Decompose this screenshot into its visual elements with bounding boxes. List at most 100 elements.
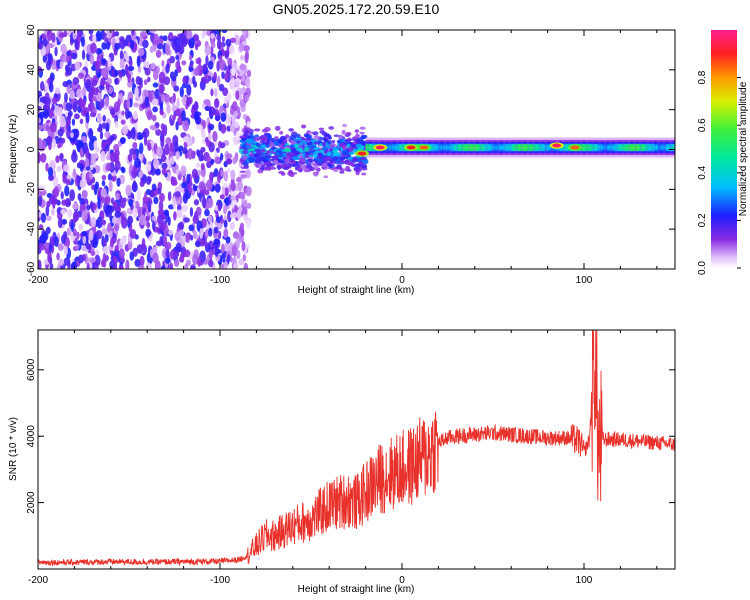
- heatmap-cell: [241, 144, 248, 150]
- heatmap-cell: [208, 259, 214, 268]
- heatmap-cell: [220, 123, 227, 134]
- heatmap-cell: [80, 36, 85, 47]
- heatmap-cell: [653, 145, 656, 150]
- bottom-y-axis-label: SNR (10 * v/v): [8, 417, 19, 481]
- heatmap-cell: [239, 222, 245, 230]
- heatmap-cell: [588, 145, 590, 150]
- heatmap-cell: [152, 106, 159, 113]
- heatmap-cell: [67, 208, 73, 218]
- heatmap-cell: [39, 80, 45, 92]
- heatmap-cell: [485, 145, 488, 150]
- heatmap-cell: [469, 145, 471, 150]
- heatmap-cell: [151, 215, 157, 221]
- heatmap-cell: [281, 163, 287, 169]
- heatmap-cell: [462, 145, 465, 150]
- heatmap-cell: [73, 113, 80, 120]
- heatmap-cell: [291, 161, 297, 165]
- heatmap-cell: [72, 168, 77, 178]
- heatmap-cell: [169, 55, 176, 64]
- heatmap-cell: [137, 65, 142, 73]
- heatmap-cell: [529, 145, 531, 150]
- heatmap-cell: [243, 164, 249, 169]
- heatmap-cell: [214, 183, 221, 193]
- heatmap-cell: [162, 35, 168, 42]
- heatmap-cell: [127, 215, 134, 225]
- snr-series-line: [38, 330, 675, 567]
- heatmap-cell: [249, 148, 256, 152]
- heatmap-cell: [351, 158, 358, 163]
- heatmap-cell: [153, 196, 159, 205]
- heatmap-cell: [167, 191, 172, 202]
- heatmap-cell: [96, 115, 103, 124]
- heatmap-cell: [214, 205, 219, 212]
- heatmap-cell: [152, 252, 159, 264]
- heatmap-cell: [238, 258, 245, 266]
- heatmap-cell: [212, 130, 218, 142]
- heatmap-cell: [139, 180, 145, 187]
- heatmap-cell: [476, 145, 479, 150]
- heatmap-cell: [321, 163, 326, 168]
- heatmap-cell: [431, 145, 433, 150]
- heatmap-cell: [62, 80, 69, 88]
- heatmap-cell: [365, 145, 368, 150]
- heatmap-cell: [590, 145, 593, 150]
- heatmap-cell: [90, 216, 97, 228]
- heatmap-cell: [100, 150, 106, 162]
- heatmap-cell: [393, 145, 396, 150]
- heatmap-cell: [183, 217, 190, 223]
- heatmap-cell: [45, 124, 50, 132]
- heatmap-cell: [221, 71, 225, 80]
- heatmap-cell: [397, 145, 399, 150]
- heatmap-cell: [108, 180, 113, 192]
- heatmap-cell: [71, 118, 76, 126]
- heatmap-cell: [114, 42, 121, 50]
- heatmap-cell: [219, 142, 226, 149]
- heatmap-cell: [359, 131, 365, 135]
- heatmap-cell: [615, 145, 618, 150]
- heatmap-cell: [46, 30, 53, 41]
- heatmap-cell: [526, 145, 528, 150]
- heatmap-cell: [72, 202, 79, 210]
- heatmap-cell: [207, 215, 213, 223]
- heatmap-cell: [108, 230, 113, 239]
- heatmap-cell: [72, 101, 78, 113]
- heatmap-cell: [454, 145, 456, 150]
- heatmap-cell: [42, 55, 48, 63]
- heatmap-cell: [192, 75, 196, 85]
- heatmap-cell: [60, 43, 67, 54]
- heatmap-cell: [51, 138, 57, 150]
- heatmap-cell: [143, 90, 149, 97]
- heatmap-cell: [152, 158, 160, 170]
- heatmap-cell: [81, 230, 88, 237]
- heatmap-cell: [160, 94, 165, 103]
- heatmap-cell: [159, 236, 163, 245]
- heatmap-cell: [132, 180, 137, 192]
- heatmap-cell: [103, 32, 107, 38]
- heatmap-cell: [306, 164, 313, 169]
- heatmap-cell: [502, 145, 504, 150]
- heatmap-cell: [176, 199, 181, 206]
- heatmap-cell: [339, 138, 346, 143]
- heatmap-cell: [348, 157, 353, 160]
- heatmap-cell: [216, 39, 222, 50]
- heatmap-cell: [515, 145, 517, 150]
- heatmap-cell: [337, 135, 344, 139]
- heatmap-cell: [125, 184, 132, 197]
- heatmap-cell: [70, 220, 75, 232]
- heatmap-cell: [208, 248, 213, 260]
- heatmap-cell: [169, 262, 174, 269]
- heatmap-cell: [231, 101, 238, 112]
- heatmap-cell: [455, 145, 457, 150]
- heatmap-cell: [535, 145, 538, 150]
- heatmap-peak: [570, 145, 580, 150]
- heatmap-cell: [181, 95, 188, 105]
- heatmap-cell: [355, 134, 361, 138]
- heatmap-cell: [65, 66, 73, 76]
- heatmap-cell: [168, 229, 173, 236]
- heatmap-cell: [332, 146, 337, 151]
- heatmap-cell: [216, 75, 221, 88]
- heatmap-cell: [241, 30, 248, 36]
- heatmap-cell: [96, 72, 102, 79]
- heatmap-cell: [72, 76, 80, 85]
